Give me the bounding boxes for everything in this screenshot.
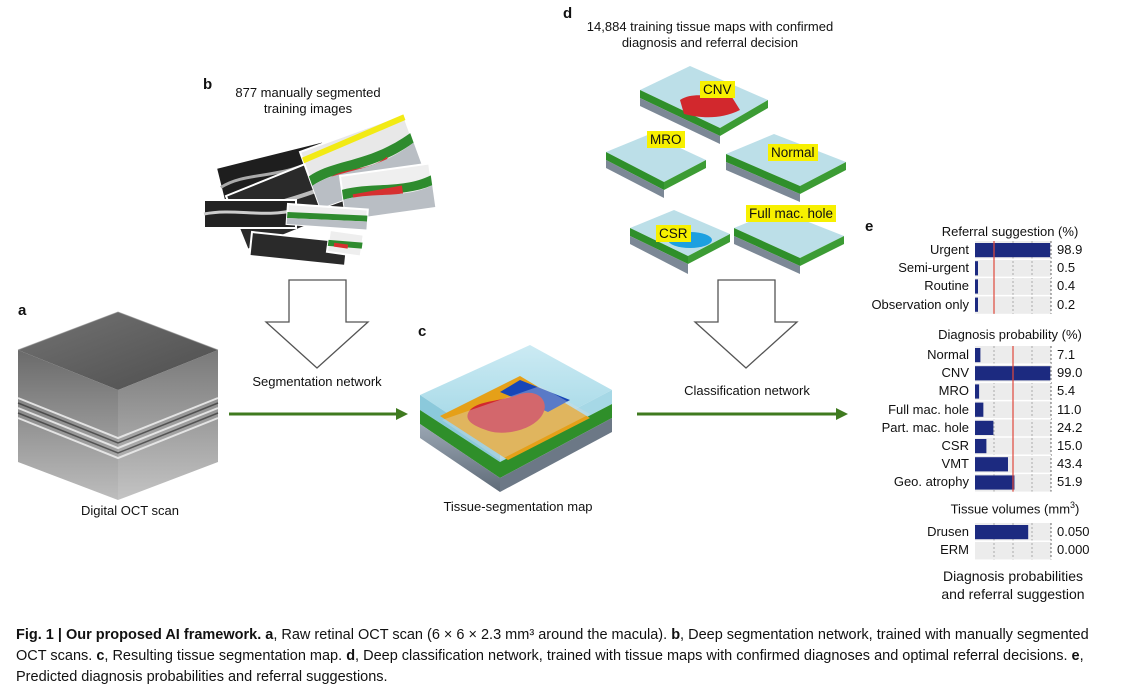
volumes-row-value: 0.050 xyxy=(1057,524,1090,539)
caption-text-b: , Deep segmentation network, trained wit… xyxy=(16,627,1089,664)
referral-row-value: 0.2 xyxy=(1057,296,1076,312)
diagnosis-bar xyxy=(975,420,994,435)
tissue-map-label-csr: CSR xyxy=(656,225,691,242)
referral-row-label: Observation only xyxy=(871,296,969,312)
tissue-map-label-full-mac-hole: Full mac. hole xyxy=(746,205,837,222)
diagnosis-row-value: 7.1 xyxy=(1057,347,1076,362)
down-arrow-classification xyxy=(693,279,799,369)
diagnosis-chart xyxy=(975,346,1052,492)
panel-letter-d: d xyxy=(563,5,573,22)
referral-chart xyxy=(975,241,1052,314)
caption-letter-a: a xyxy=(265,627,274,643)
diagnosis-bar xyxy=(975,384,980,399)
caption-letter-c: c xyxy=(96,648,105,664)
caption-text-d: , Deep classification network, trained w… xyxy=(355,648,1072,664)
panel-c-caption: Tissue-segmentation map xyxy=(443,499,593,514)
diagnosis-bar xyxy=(975,439,987,454)
tissue-map-label-mro: MRO xyxy=(647,131,685,148)
caption-text-c: , Resulting tissue segmentation map. xyxy=(104,648,347,664)
volumes-chart-title: Tissue volumes (mm3) xyxy=(950,500,1080,517)
segmented-training-images xyxy=(203,113,437,268)
caption-text-a: , Raw retinal OCT scan (6 × 6 × 2.3 mm³ … xyxy=(273,627,672,643)
diagnosis-chart-title: Diagnosis probability (%) xyxy=(938,327,1082,342)
referral-bar xyxy=(975,297,978,312)
classification-network-label: Classification network xyxy=(684,383,810,398)
referral-bar xyxy=(975,243,1051,258)
referral-row-label: Urgent xyxy=(929,242,969,257)
diagnosis-row-value: 43.4 xyxy=(1057,456,1083,472)
caption-text-e: , Predicted diagnosis probabilities and … xyxy=(16,648,1084,685)
diagnosis-bar xyxy=(975,475,1015,490)
green-arrow-to-segmentation-map xyxy=(229,408,408,420)
panel-d-caption: 14,884 training tissue maps with confirm… xyxy=(586,19,834,50)
down-arrow-segmentation xyxy=(264,279,370,369)
panel-letter-c: c xyxy=(418,323,427,340)
caption-letter-d: d xyxy=(346,648,356,664)
diagnosis-row-value: 5.4 xyxy=(1057,383,1076,399)
panel-letter-e: e xyxy=(865,218,874,235)
panel-letter-a: a xyxy=(18,302,27,319)
diagnosis-row-value: 51.9 xyxy=(1057,474,1083,490)
caption-lead: Fig. 1 | Our proposed AI framework. xyxy=(16,627,262,643)
tissue-map-label-normal: Normal xyxy=(768,144,818,161)
diagnosis-row-label: VMT xyxy=(941,456,969,472)
diagnosis-bar xyxy=(975,457,1008,472)
diagnosis-bar xyxy=(975,348,981,363)
volumes-bar xyxy=(975,525,1029,540)
diagnosis-row-value: 99.0 xyxy=(1057,365,1083,381)
diagnosis-row-label: Geo. atrophy xyxy=(893,474,969,490)
figure-caption: Fig. 1 | Our proposed AI framework. a, R… xyxy=(16,625,1111,688)
diagnosis-bar xyxy=(975,402,984,417)
panel-a-caption: Digital OCT scan xyxy=(80,503,179,518)
referral-bar xyxy=(975,261,978,276)
panel-b-caption: 877 manually segmented training images xyxy=(235,85,381,116)
diagnosis-row-value: 11.0 xyxy=(1057,401,1082,417)
diagnosis-row-label: CNV xyxy=(941,365,969,381)
volumes-row-label: ERM xyxy=(940,542,969,558)
diagnosis-row-label: Part. mac. hole xyxy=(881,419,969,435)
referral-chart-title: Referral suggestion (%) xyxy=(941,224,1079,239)
referral-bar xyxy=(975,279,978,294)
diagnosis-row-label: Full mac. hole xyxy=(888,401,969,417)
volumes-row-value: 0.000 xyxy=(1057,542,1090,558)
diagnosis-row-value: 24.2 xyxy=(1057,419,1083,435)
green-arrow-to-predictions xyxy=(637,408,848,420)
caption-letter-e: e xyxy=(1071,648,1080,664)
segmentation-network-label: Segmentation network xyxy=(252,374,382,389)
diagnosis-row-label: MRO xyxy=(938,383,969,399)
referral-row-value: 98.9 xyxy=(1057,242,1083,257)
referral-row-label: Routine xyxy=(924,278,969,294)
diagnosis-row-label: CSR xyxy=(941,438,969,453)
referral-row-value: 0.5 xyxy=(1057,260,1076,276)
referral-row-label: Semi-urgent xyxy=(898,260,969,276)
caption-parts: a, Raw retinal OCT scan (6 × 6 × 2.3 mm³… xyxy=(16,627,1089,685)
oct-scan-volume xyxy=(17,311,219,500)
classification-tissue-maps xyxy=(606,66,846,274)
volumes-chart xyxy=(975,523,1052,560)
tissue-map-label-cnv: CNV xyxy=(700,81,735,98)
tissue-segmentation-3d-map xyxy=(420,345,612,492)
diagnosis-row-label: Normal xyxy=(927,347,969,362)
diagnosis-row-value: 15.0 xyxy=(1057,438,1083,453)
caption-letter-b: b xyxy=(671,627,681,643)
volumes-row-label: Drusen xyxy=(927,524,969,539)
panel-letter-b: b xyxy=(203,76,213,93)
panel-e-caption: Diagnosis probabilities and referral sug… xyxy=(941,568,1085,602)
referral-row-value: 0.4 xyxy=(1057,278,1076,294)
